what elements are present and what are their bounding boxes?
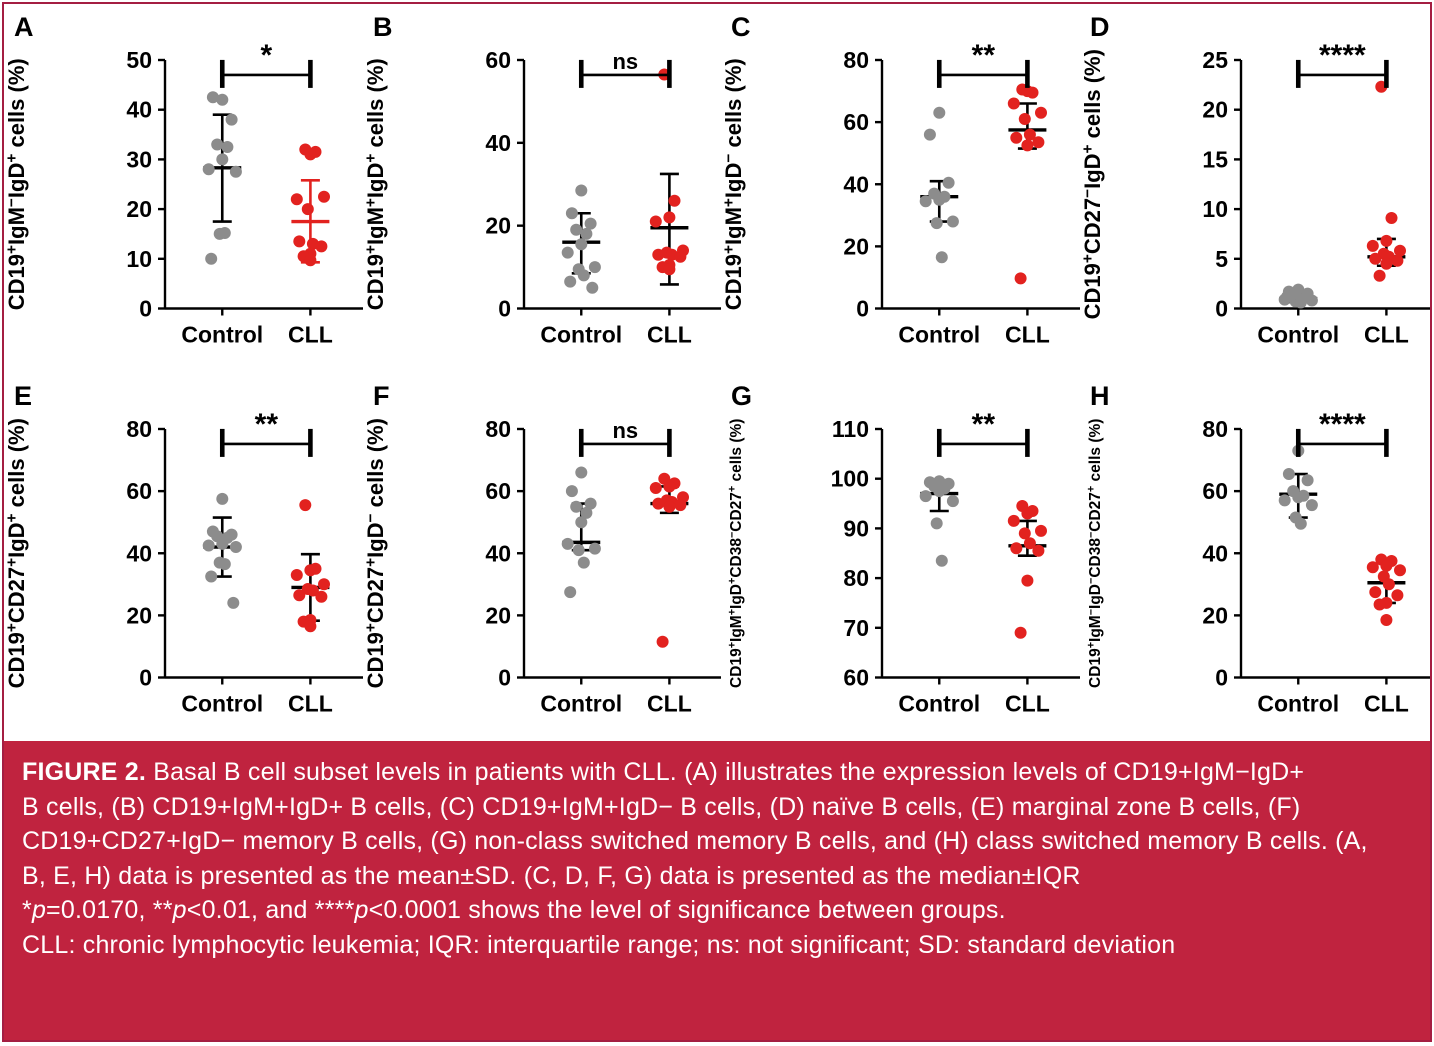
svg-text:D: D bbox=[1090, 12, 1110, 42]
svg-text:0: 0 bbox=[1215, 296, 1228, 322]
svg-text:ns: ns bbox=[612, 49, 638, 74]
svg-text:Control: Control bbox=[1257, 690, 1339, 716]
svg-text:CD19+CD27−IgD+ cells (%): CD19+CD27−IgD+ cells (%) bbox=[1080, 49, 1105, 319]
svg-text:80: 80 bbox=[126, 416, 152, 442]
svg-text:Control: Control bbox=[540, 322, 622, 348]
svg-text:Control: Control bbox=[1257, 322, 1339, 348]
svg-text:A: A bbox=[14, 12, 34, 42]
svg-text:40: 40 bbox=[843, 171, 869, 197]
svg-text:25: 25 bbox=[1202, 47, 1228, 73]
svg-text:40: 40 bbox=[126, 97, 152, 123]
svg-text:0: 0 bbox=[1215, 664, 1228, 690]
svg-text:*: * bbox=[260, 39, 272, 72]
svg-text:CLL: CLL bbox=[1364, 690, 1409, 716]
svg-text:100: 100 bbox=[831, 465, 869, 491]
svg-text:50: 50 bbox=[126, 47, 152, 73]
svg-text:CLL: CLL bbox=[288, 690, 333, 716]
svg-text:80: 80 bbox=[843, 565, 869, 591]
svg-text:CLL: CLL bbox=[1364, 322, 1409, 348]
svg-text:40: 40 bbox=[126, 540, 152, 566]
svg-text:CD19+CD27+IgD+ cells (%): CD19+CD27+IgD+ cells (%) bbox=[4, 418, 29, 688]
svg-text:40: 40 bbox=[485, 130, 511, 156]
svg-text:H: H bbox=[1090, 381, 1110, 411]
svg-text:0: 0 bbox=[498, 664, 511, 690]
svg-text:CD19+IgM+IgD− cells (%): CD19+IgM+IgD− cells (%) bbox=[721, 58, 746, 310]
svg-text:CD19+IgM+IgD+CD38−CD27+ cells: CD19+IgM+IgD+CD38−CD27+ cells (%) bbox=[727, 418, 745, 687]
svg-text:0: 0 bbox=[498, 296, 511, 322]
svg-text:G: G bbox=[731, 381, 752, 411]
svg-text:60: 60 bbox=[843, 109, 869, 135]
svg-text:20: 20 bbox=[1202, 602, 1228, 628]
svg-text:ns: ns bbox=[612, 417, 638, 442]
svg-text:E: E bbox=[14, 381, 32, 411]
svg-text:60: 60 bbox=[843, 664, 869, 690]
svg-text:CLL: CLL bbox=[288, 322, 333, 348]
svg-text:60: 60 bbox=[1202, 478, 1228, 504]
svg-text:90: 90 bbox=[843, 515, 869, 541]
svg-text:CD19+CD27+IgD− cells (%): CD19+CD27+IgD− cells (%) bbox=[363, 418, 388, 688]
svg-text:15: 15 bbox=[1202, 146, 1228, 172]
svg-text:Control: Control bbox=[898, 322, 980, 348]
svg-text:**: ** bbox=[972, 39, 996, 72]
svg-text:Control: Control bbox=[898, 690, 980, 716]
svg-text:Control: Control bbox=[181, 322, 263, 348]
svg-text:Control: Control bbox=[540, 690, 622, 716]
svg-text:80: 80 bbox=[1202, 416, 1228, 442]
svg-text:CLL: CLL bbox=[1005, 322, 1050, 348]
svg-text:10: 10 bbox=[1202, 196, 1228, 222]
svg-text:5: 5 bbox=[1215, 246, 1228, 272]
svg-text:CLL: CLL bbox=[647, 322, 692, 348]
svg-text:20: 20 bbox=[126, 602, 152, 628]
svg-text:****: **** bbox=[1318, 407, 1365, 440]
svg-text:CLL: CLL bbox=[1005, 690, 1050, 716]
svg-text:Control: Control bbox=[181, 690, 263, 716]
svg-text:40: 40 bbox=[485, 540, 511, 566]
svg-text:20: 20 bbox=[1202, 97, 1228, 123]
svg-text:0: 0 bbox=[139, 664, 152, 690]
svg-text:40: 40 bbox=[1202, 540, 1228, 566]
svg-text:C: C bbox=[731, 12, 751, 42]
svg-text:30: 30 bbox=[126, 146, 152, 172]
svg-text:F: F bbox=[373, 381, 390, 411]
svg-text:0: 0 bbox=[139, 296, 152, 322]
svg-text:CD19+IgM−IgD+ cells (%): CD19+IgM−IgD+ cells (%) bbox=[4, 58, 29, 310]
svg-text:60: 60 bbox=[485, 47, 511, 73]
svg-text:60: 60 bbox=[126, 478, 152, 504]
svg-text:CD19+IgM−IgD−CD38−CD27+ cells: CD19+IgM−IgD−CD38−CD27+ cells (%) bbox=[1085, 418, 1103, 687]
svg-text:80: 80 bbox=[843, 47, 869, 73]
svg-text:20: 20 bbox=[485, 602, 511, 628]
svg-text:110: 110 bbox=[832, 416, 869, 442]
svg-text:**: ** bbox=[255, 407, 279, 440]
svg-text:20: 20 bbox=[485, 213, 511, 239]
svg-text:80: 80 bbox=[485, 416, 511, 442]
svg-text:20: 20 bbox=[843, 233, 869, 259]
svg-text:70: 70 bbox=[843, 614, 869, 640]
svg-text:20: 20 bbox=[126, 196, 152, 222]
svg-text:****: **** bbox=[1318, 39, 1365, 72]
svg-text:CD19+IgM+IgD+ cells (%): CD19+IgM+IgD+ cells (%) bbox=[363, 58, 388, 310]
svg-text:CLL: CLL bbox=[647, 690, 692, 716]
svg-text:**: ** bbox=[972, 407, 996, 440]
svg-text:60: 60 bbox=[485, 478, 511, 504]
svg-text:0: 0 bbox=[856, 296, 869, 322]
svg-text:B: B bbox=[373, 12, 393, 42]
svg-text:10: 10 bbox=[126, 246, 152, 272]
